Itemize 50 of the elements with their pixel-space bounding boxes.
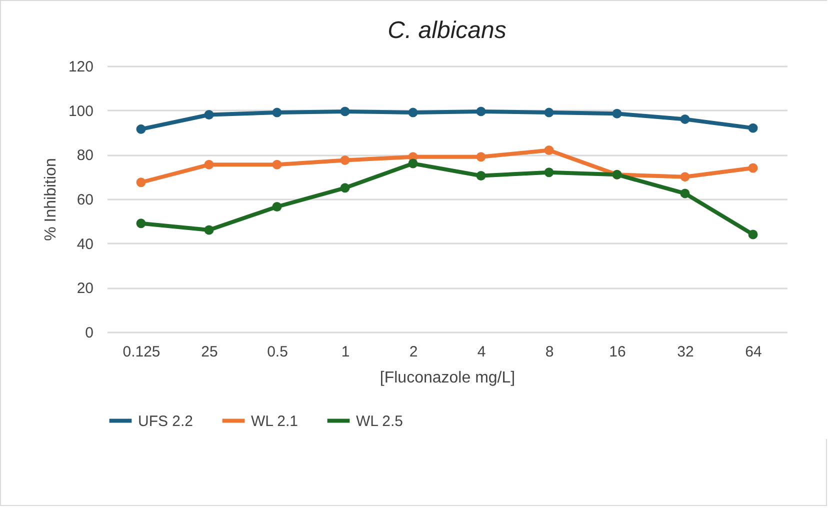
chart-title: C. albicans <box>388 17 506 44</box>
x-tick-label: 8 <box>545 344 554 360</box>
point <box>340 183 350 193</box>
y-tick-label: 60 <box>76 192 94 208</box>
x-tick-label: 1 <box>341 344 350 360</box>
y-tick-label: 80 <box>76 147 94 164</box>
point <box>544 146 554 155</box>
y-tick-label: 20 <box>76 280 94 298</box>
x-tick-label: 25 <box>201 344 218 360</box>
point <box>204 110 214 120</box>
point <box>340 155 350 165</box>
legend-label: UFS 2.2 <box>138 412 194 430</box>
legend-label: WL 2.5 <box>356 412 403 430</box>
point <box>408 108 418 118</box>
x-tick-label: 32 <box>677 344 694 360</box>
point <box>408 158 418 168</box>
point <box>272 108 282 118</box>
x-axis-title: [Fluconazole mg/L] <box>380 370 516 386</box>
x-tick-label: 16 <box>609 344 626 360</box>
point <box>340 106 350 116</box>
x-tick-label: 4 <box>477 344 486 360</box>
point <box>680 172 690 182</box>
point <box>680 114 690 124</box>
point <box>748 123 758 133</box>
point <box>612 108 622 118</box>
point <box>680 188 690 198</box>
y-tick-label: 100 <box>68 102 94 120</box>
point <box>544 168 554 178</box>
point <box>272 160 282 170</box>
x-tick-label: 2 <box>409 344 418 360</box>
point <box>204 225 214 235</box>
x-tick-label: 0.5 <box>267 344 288 360</box>
x-tick-label: 0.125 <box>122 344 160 360</box>
point <box>476 106 486 116</box>
point <box>748 230 758 240</box>
point <box>544 108 554 118</box>
point <box>476 152 486 162</box>
x-tick-label: 64 <box>745 344 762 360</box>
point <box>204 160 214 170</box>
point <box>136 178 146 188</box>
y-tick-label: 120 <box>68 58 94 76</box>
legend-label: WL 2.1 <box>251 412 298 430</box>
point <box>748 163 758 173</box>
point <box>272 202 282 212</box>
point <box>136 218 146 228</box>
y-tick-label: 0 <box>85 324 94 342</box>
y-axis-title: % Inhibition <box>42 158 60 241</box>
y-tick-label: 40 <box>76 236 94 253</box>
point <box>476 170 486 180</box>
point <box>136 124 146 134</box>
